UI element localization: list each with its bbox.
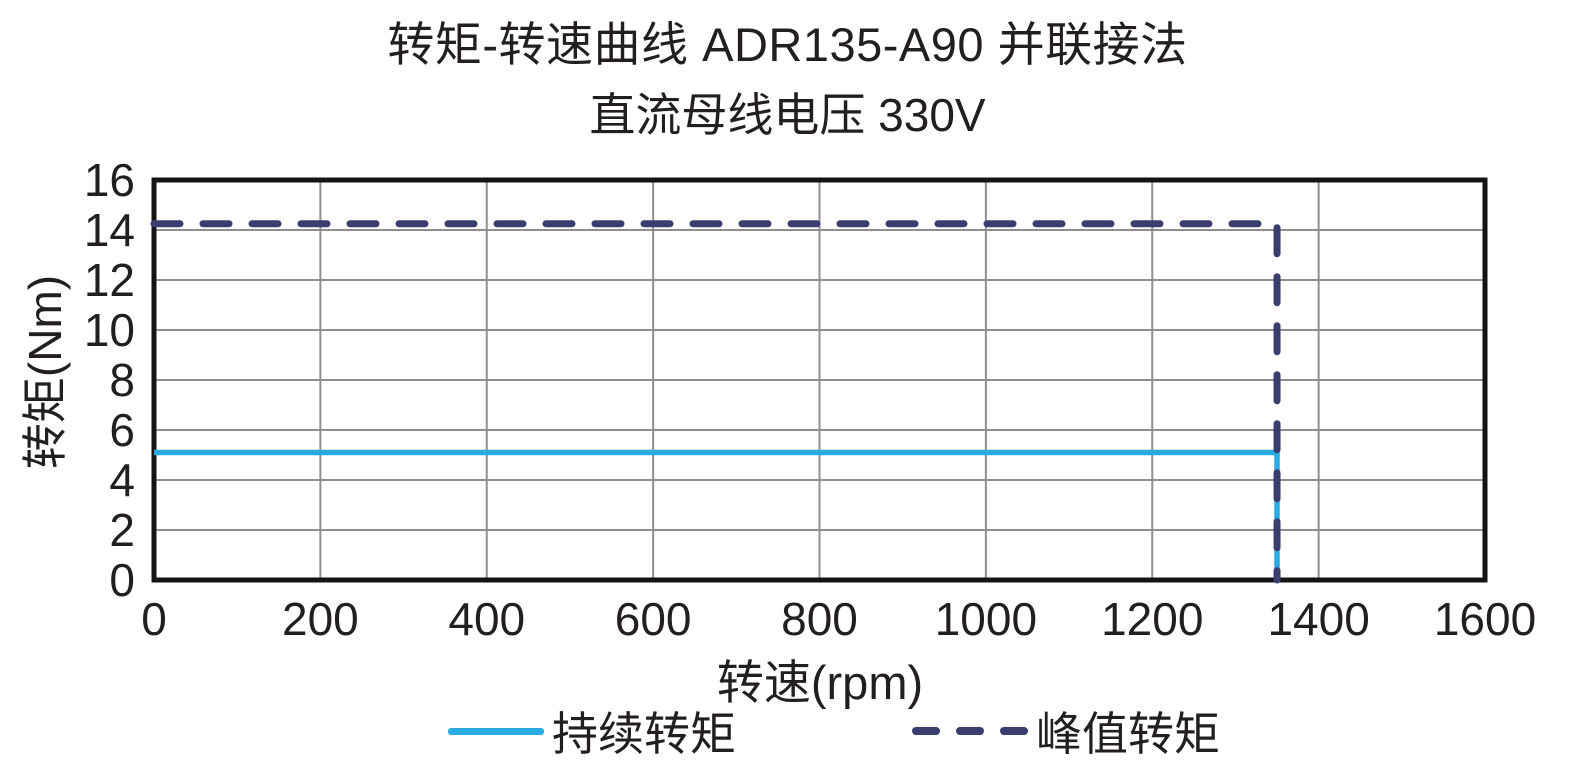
chart-subtitle: 直流母线电压 330V	[589, 89, 986, 141]
svg-text:1600: 1600	[1434, 593, 1536, 645]
svg-text:800: 800	[781, 593, 858, 645]
series-line-1	[150, 220, 1281, 584]
svg-text:200: 200	[282, 593, 359, 645]
svg-text:2: 2	[109, 504, 135, 556]
x-tick-labels: 0 200 400 600 800 1000 1200 1400 1600	[141, 593, 1536, 645]
svg-text:6: 6	[109, 404, 135, 456]
legend-label-peak-torque: 峰值转矩	[1036, 708, 1220, 760]
legend-item-peak-torque: 峰值转矩	[912, 698, 1220, 764]
svg-text:0: 0	[109, 554, 135, 606]
svg-text:10: 10	[84, 304, 135, 356]
y-axis-title: 转矩(Nm)	[19, 274, 71, 470]
svg-text:16: 16	[84, 154, 135, 206]
series-line-0	[154, 449, 1280, 580]
svg-text:8: 8	[109, 354, 135, 406]
legend-item-continuous-torque: 持续转矩	[448, 698, 736, 764]
svg-text:1200: 1200	[1101, 593, 1203, 645]
svg-text:400: 400	[448, 593, 525, 645]
plot-border	[151, 177, 1488, 583]
x-axis-title: 转速(rpm)	[716, 656, 924, 709]
svg-text:1400: 1400	[1267, 593, 1369, 645]
gridlines	[154, 180, 1485, 580]
svg-text:14: 14	[84, 204, 135, 256]
solid-line-icon	[448, 727, 544, 735]
svg-text:600: 600	[615, 593, 692, 645]
dashed-line-icon	[912, 727, 1028, 735]
svg-text:0: 0	[141, 593, 167, 645]
svg-text:12: 12	[84, 254, 135, 306]
legend-label-continuous-torque: 持续转矩	[552, 708, 736, 760]
chart-title: 转矩-转速曲线 ADR135-A90 并联接法	[387, 18, 1188, 71]
svg-text:1000: 1000	[935, 593, 1037, 645]
svg-text:4: 4	[109, 454, 135, 506]
legend: 持续转矩 峰值转矩	[448, 698, 1220, 764]
